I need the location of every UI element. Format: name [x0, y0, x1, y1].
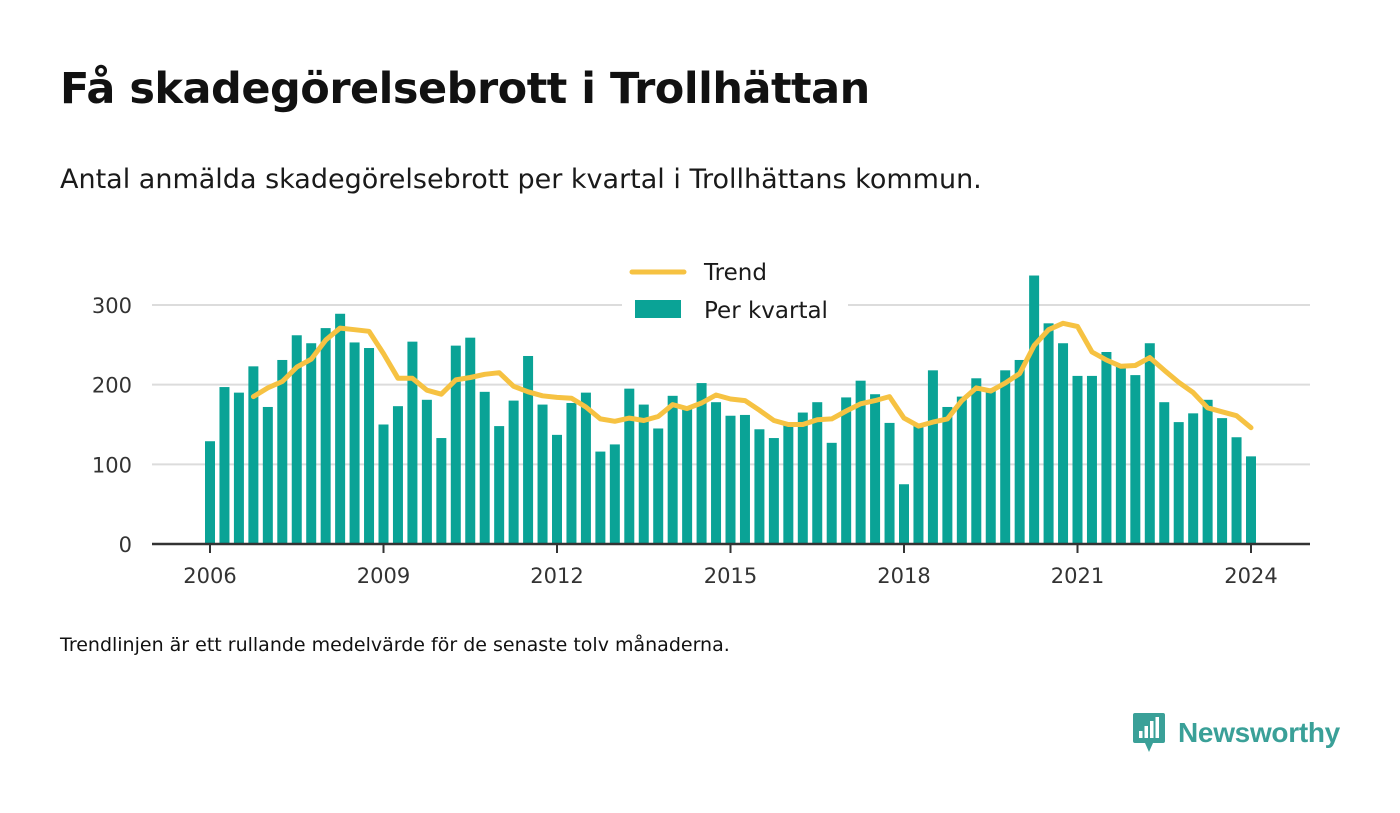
bar — [1188, 413, 1199, 544]
bar — [552, 434, 562, 544]
bar — [812, 402, 823, 544]
bar — [436, 438, 447, 544]
chart-subtitle: Antal anmälda skadegörelsebrott per kvar… — [60, 164, 982, 195]
trend-series — [250, 320, 1254, 431]
bar — [1014, 359, 1025, 544]
bar — [884, 422, 895, 544]
bar — [1115, 364, 1126, 544]
bar — [913, 424, 924, 544]
legend-bar-swatch — [635, 300, 681, 318]
chart-plot: 0 100 200 300 2006 2009 2012 2015 2018 2021 2024 T… — [92, 252, 1310, 588]
bar — [1144, 343, 1155, 544]
axes: 0 100 200 300 2006 2009 2012 2015 2018 2021 2024 — [92, 294, 1310, 588]
bar — [682, 406, 693, 544]
bar — [667, 395, 678, 544]
bar — [1058, 343, 1069, 544]
bar — [899, 484, 909, 544]
brand[interactable]: Newsworthy — [1132, 712, 1340, 754]
bar — [855, 380, 866, 544]
bar — [219, 387, 230, 544]
bar — [595, 451, 606, 544]
y-tick-label: 200 — [92, 374, 132, 398]
footnote: Trendlinjen är ett rullande medelvärde f… — [60, 634, 730, 656]
trend-line — [250, 320, 1254, 431]
bar — [696, 383, 707, 544]
bar — [1217, 418, 1228, 544]
bar — [653, 428, 664, 544]
bar — [754, 429, 765, 544]
x-tick-label: 2018 — [877, 564, 930, 588]
bar — [537, 404, 548, 544]
bar — [233, 392, 244, 544]
bar — [826, 442, 837, 544]
bar — [494, 426, 505, 544]
bar — [768, 438, 779, 544]
bar — [739, 414, 750, 544]
bar-series — [205, 275, 1256, 544]
bar — [421, 399, 432, 544]
bar — [1000, 370, 1011, 544]
bar — [580, 392, 591, 544]
bar — [364, 348, 375, 544]
bar — [783, 424, 794, 544]
y-tick-label: 0 — [119, 533, 132, 557]
bar — [262, 406, 273, 544]
bar — [1086, 375, 1097, 544]
bar — [971, 378, 982, 544]
newsworthy-logo-icon — [1133, 713, 1165, 752]
bar — [306, 343, 317, 544]
bar — [1043, 323, 1054, 544]
bar — [609, 444, 620, 544]
bar — [349, 342, 360, 544]
bar — [248, 366, 259, 544]
bar — [479, 391, 490, 544]
bar — [942, 406, 953, 544]
legend: Trend Per kvartal — [622, 252, 848, 330]
bar — [638, 404, 649, 544]
y-tick-label: 100 — [92, 453, 132, 477]
bar — [450, 345, 461, 544]
bar — [1231, 437, 1242, 544]
x-tick-label: 2006 — [183, 564, 236, 588]
bar — [291, 335, 302, 544]
bar — [378, 424, 389, 544]
bar — [985, 388, 996, 544]
x-tick-label: 2015 — [704, 564, 757, 588]
x-tick-label: 2024 — [1224, 564, 1277, 588]
chart-title: Få skadegörelsebrott i Trollhättan — [60, 64, 870, 114]
bar — [508, 400, 519, 544]
x-tick-label: 2021 — [1051, 564, 1104, 588]
legend-trend-label: Trend — [703, 260, 767, 286]
bar — [1246, 456, 1256, 544]
bar — [566, 402, 577, 544]
bar — [956, 396, 967, 544]
bar — [1029, 275, 1040, 544]
bar — [1130, 375, 1141, 544]
bar — [725, 415, 736, 544]
bar — [1101, 352, 1112, 544]
y-tick-label: 300 — [92, 294, 132, 318]
bar — [320, 328, 331, 544]
brand-name: Newsworthy — [1178, 717, 1340, 748]
bar — [465, 337, 476, 544]
bar — [523, 355, 534, 544]
bar — [870, 394, 881, 544]
bar — [205, 441, 215, 544]
bar — [1173, 422, 1184, 544]
bar — [1072, 375, 1083, 544]
bar — [1159, 402, 1170, 544]
bar — [927, 370, 938, 544]
bar — [277, 359, 288, 544]
bar — [797, 412, 808, 544]
bar — [392, 406, 403, 544]
legend-bar-label: Per kvartal — [704, 298, 828, 324]
bar — [624, 388, 635, 544]
x-tick-label: 2009 — [357, 564, 410, 588]
bar — [841, 397, 852, 544]
bar — [335, 313, 346, 544]
bar — [711, 402, 722, 544]
x-tick-label: 2012 — [530, 564, 583, 588]
bar — [407, 341, 418, 544]
bar — [1202, 399, 1213, 544]
